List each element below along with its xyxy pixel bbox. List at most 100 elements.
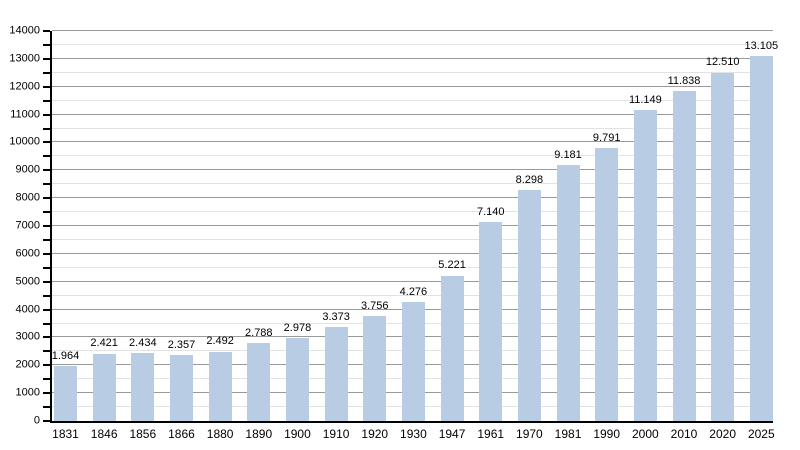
bar-column: 2.421 1846 — [90, 31, 118, 440]
x-axis-tick-label: 1846 — [90, 427, 118, 441]
y-axis-tick-mark — [43, 113, 50, 116]
y-axis-tick-mark — [43, 141, 50, 144]
plot-area: 1.964 1831 2.421 1846 2.434 1856 2.357 1866 2.49… — [43, 30, 778, 440]
x-axis-tick-label: 1961 — [477, 427, 505, 441]
y-axis-tick-mark — [43, 155, 50, 158]
y-axis-tick-label: 13000 — [9, 52, 40, 65]
bar-column: 2.434 1856 — [129, 31, 157, 440]
bar-column: 7.140 1961 — [476, 31, 505, 440]
y-axis-tick-mark — [43, 43, 50, 46]
major-gridline — [52, 57, 773, 59]
y-axis-tick-mark — [43, 85, 50, 88]
x-axis-tick-label: 2025 — [747, 427, 775, 441]
bar-column: 9.791 1990 — [592, 31, 621, 440]
minor-gridline — [52, 43, 773, 45]
bar-value-label: 2.492 — [206, 335, 234, 348]
bar-value-label: 3.373 — [322, 310, 350, 323]
y-axis-tick-mark — [43, 322, 50, 325]
x-axis-tick-label: 1947 — [438, 427, 466, 441]
bar — [711, 72, 735, 421]
bar-value-label: 2.978 — [283, 321, 312, 334]
bar-value-label: 9.181 — [554, 149, 582, 162]
bar — [749, 55, 773, 421]
bar-column: 2.978 1900 — [283, 31, 312, 440]
bar-value-label: 4.276 — [399, 285, 428, 298]
y-axis-tick-label: 11000 — [10, 108, 40, 121]
y-axis-tick-mark — [43, 30, 50, 32]
bar-column: 2.357 1866 — [167, 31, 196, 440]
bar — [633, 110, 657, 421]
x-axis-tick-label: 1970 — [516, 427, 543, 441]
x-axis-tick-label: 1880 — [206, 427, 234, 441]
y-axis-tick-label: 1000 — [15, 386, 40, 399]
bar — [672, 91, 696, 421]
y-axis-tick-mark — [43, 127, 50, 130]
x-axis-tick-label: 1831 — [52, 427, 79, 441]
y-axis-tick-mark — [43, 350, 50, 353]
bar — [208, 351, 232, 421]
y-axis-tick-label: 0 — [33, 414, 40, 427]
minor-gridline — [52, 127, 773, 129]
bar — [54, 366, 77, 421]
bar — [556, 165, 580, 421]
y-axis-tick-mark — [43, 238, 50, 241]
bar — [324, 327, 348, 421]
y-axis-tick-label: 12000 — [9, 80, 40, 93]
bar-value-label: 7.140 — [476, 205, 505, 218]
bar-column: 1.964 1831 — [52, 31, 80, 440]
bar-value-label: 2.788 — [245, 327, 273, 340]
bar-value-label: 9.791 — [592, 132, 621, 145]
bar — [92, 353, 116, 421]
bar-column: 9.181 1981 — [554, 31, 582, 440]
bar-value-label: 2.357 — [167, 339, 196, 352]
bar-column: 2.788 1890 — [245, 31, 273, 440]
x-axis-tick-label: 1866 — [168, 427, 195, 441]
x-axis-tick-label: 1856 — [129, 427, 157, 441]
x-axis-tick-label: 1990 — [593, 427, 621, 441]
x-axis-tick-label: 2010 — [670, 427, 698, 441]
x-axis-tick-label: 1981 — [554, 427, 582, 441]
major-gridline — [52, 113, 773, 115]
x-axis-tick-label: 1910 — [322, 427, 350, 441]
bar — [247, 343, 271, 421]
y-axis-tick-label: 7000 — [15, 219, 40, 232]
y-axis-tick-mark — [43, 71, 50, 74]
bar-column: 3.373 1910 — [322, 31, 350, 440]
y-axis-tick-mark — [43, 420, 50, 422]
bar-column: 11.838 2010 — [668, 31, 701, 440]
major-gridline — [52, 30, 773, 31]
y-axis-tick-mark — [43, 406, 50, 409]
minor-gridline — [52, 183, 773, 185]
bar-value-label: 2.421 — [90, 337, 118, 350]
y-axis-tick-mark — [43, 57, 50, 60]
bar-column: 13.105 2025 — [744, 31, 778, 440]
bar — [285, 338, 309, 421]
bar — [479, 222, 503, 421]
bar — [363, 316, 387, 421]
y-axis-tick-label: 6000 — [15, 247, 40, 260]
bars-layer: 1.964 1831 2.421 1846 2.434 1856 2.357 1866 2.49… — [52, 31, 778, 440]
bar — [595, 148, 619, 421]
bar — [131, 353, 155, 421]
x-axis-tick-label: 2000 — [631, 427, 659, 441]
minor-gridline — [52, 266, 773, 268]
x-axis-tick-label: 1890 — [245, 427, 273, 441]
y-axis-tick-label: 14000 — [9, 24, 40, 37]
bar-value-label: 5.221 — [438, 259, 466, 272]
y-axis-tick-mark — [43, 266, 50, 269]
y-axis-tick-label: 4000 — [15, 303, 40, 316]
minor-gridline — [52, 211, 773, 213]
bar — [401, 301, 425, 421]
bar-column: 2.492 1880 — [206, 31, 234, 440]
bar-value-label: 11.149 — [628, 94, 662, 107]
minor-gridline — [52, 155, 773, 157]
y-axis-tick-mark — [43, 211, 50, 214]
y-axis-tick-mark — [43, 336, 50, 339]
major-gridline — [52, 280, 773, 282]
y-axis: 0 1000 2000 3000 4000 5000 6000 7000 8000 9000 100… — [0, 25, 42, 426]
bar-column: 12.510 2020 — [706, 31, 740, 440]
minor-gridline — [52, 238, 773, 240]
bar-value-label: 2.434 — [129, 337, 157, 350]
y-axis-tick-label: 5000 — [15, 275, 40, 288]
bar — [517, 189, 541, 421]
